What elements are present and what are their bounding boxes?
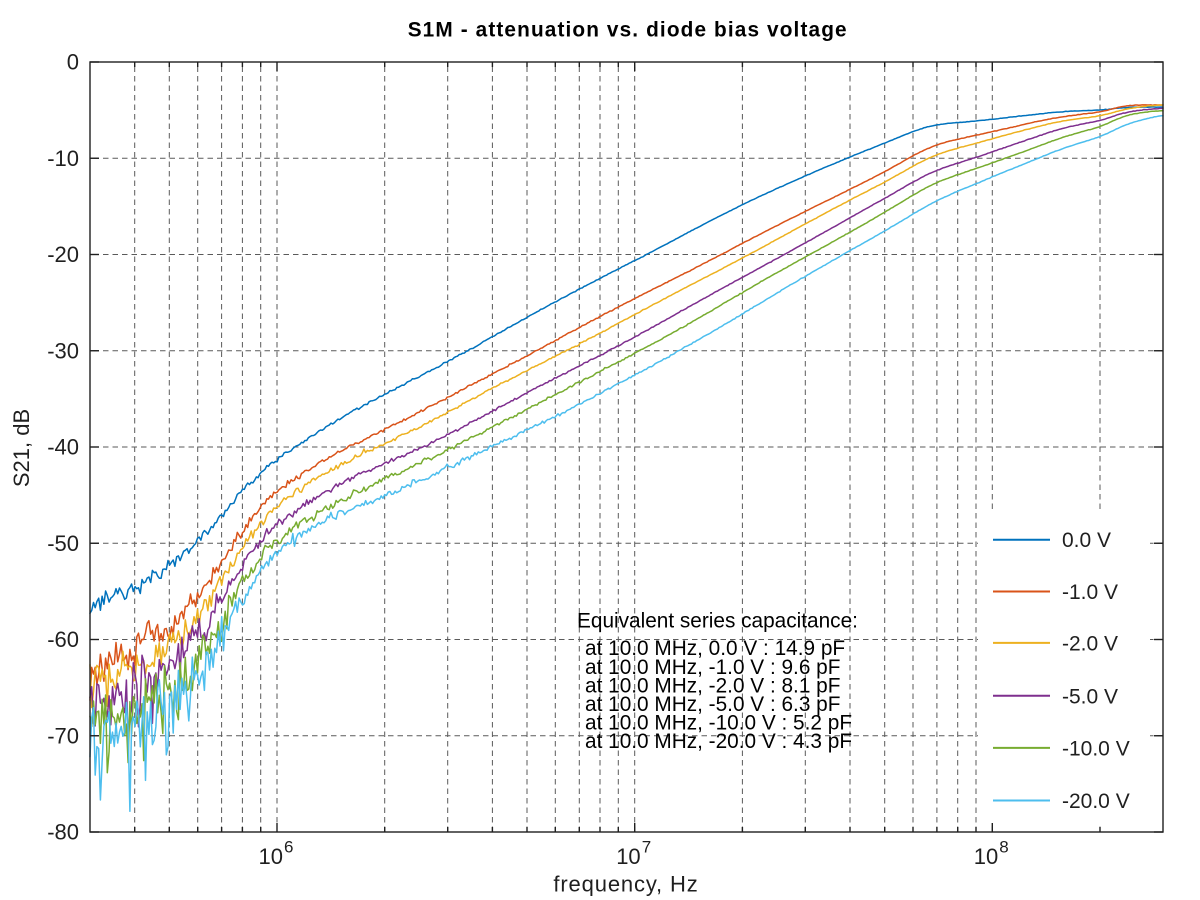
svg-text:at 10.0 MHz, -1.0 V : 9.6 pF: at 10.0 MHz, -1.0 V : 9.6 pF bbox=[585, 656, 840, 679]
svg-text:-10: -10 bbox=[47, 146, 79, 171]
svg-text:-20.0 V: -20.0 V bbox=[1062, 790, 1130, 813]
svg-text:-40: -40 bbox=[47, 435, 79, 460]
svg-text:7: 7 bbox=[642, 838, 651, 857]
svg-text:-50: -50 bbox=[47, 531, 79, 556]
svg-text:10: 10 bbox=[616, 844, 640, 869]
svg-text:-1.0 V: -1.0 V bbox=[1062, 581, 1118, 604]
svg-text:at 10.0 MHz, -5.0 V : 6.3 pF: at 10.0 MHz, -5.0 V : 6.3 pF bbox=[585, 693, 840, 716]
svg-text:0: 0 bbox=[67, 50, 79, 75]
svg-text:10: 10 bbox=[974, 844, 998, 869]
svg-text:-70: -70 bbox=[47, 723, 79, 748]
svg-text:-30: -30 bbox=[47, 338, 79, 363]
svg-text:6: 6 bbox=[284, 838, 293, 857]
svg-text:S21, dB: S21, dB bbox=[9, 409, 34, 487]
svg-text:-10.0 V: -10.0 V bbox=[1062, 737, 1130, 760]
svg-text:at 10.0 MHz, -2.0 V : 8.1 pF: at 10.0 MHz, -2.0 V : 8.1 pF bbox=[585, 674, 840, 697]
svg-text:-5.0 V: -5.0 V bbox=[1062, 685, 1118, 708]
svg-text:-60: -60 bbox=[47, 627, 79, 652]
svg-text:-20: -20 bbox=[47, 242, 79, 267]
svg-text:-2.0 V: -2.0 V bbox=[1062, 632, 1118, 655]
svg-text:S1M - attenuation vs. diode bi: S1M - attenuation vs. diode bias voltage bbox=[408, 18, 848, 41]
svg-text:0.0 V: 0.0 V bbox=[1062, 529, 1111, 552]
svg-text:-80: -80 bbox=[47, 820, 79, 845]
svg-text:at 10.0 MHz, 0.0 V : 14.9 pF: at 10.0 MHz, 0.0 V : 14.9 pF bbox=[585, 637, 845, 660]
svg-text:frequency, Hz: frequency, Hz bbox=[553, 871, 698, 896]
svg-text:at 10.0 MHz, -10.0 V : 5.2 pF: at 10.0 MHz, -10.0 V : 5.2 pF bbox=[585, 712, 852, 735]
svg-text:Equivalent series capacitance:: Equivalent series capacitance: bbox=[577, 610, 858, 633]
svg-text:at 10.0 MHz, -20.0 V : 4.3 pF: at 10.0 MHz, -20.0 V : 4.3 pF bbox=[585, 730, 852, 753]
svg-text:8: 8 bbox=[999, 838, 1008, 857]
svg-text:10: 10 bbox=[259, 844, 283, 869]
